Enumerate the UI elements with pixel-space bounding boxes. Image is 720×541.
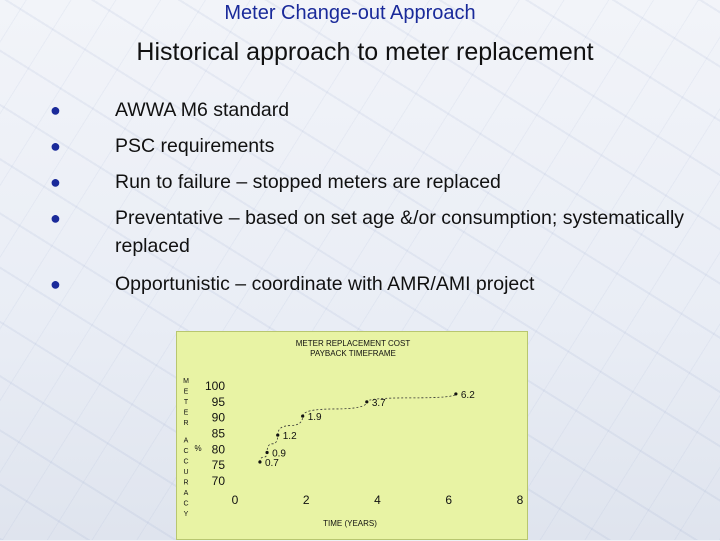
y-axis-label-letter: E [184,410,189,417]
drop-bullet-icon: ● [50,136,61,156]
bullet-text: AWWA M6 standard [115,99,290,121]
y-axis-label-letter: A [184,438,189,445]
y-axis-unit: % [194,444,201,453]
bullet-item: ● AWWA M6 standard [50,96,700,124]
trend-line [259,393,457,463]
drop-bullet-icon: ● [50,172,61,192]
payback-chart: METER REPLACEMENT COST PAYBACK TIMEFRAME M… [176,331,528,540]
y-tick-label: 70 [212,474,226,488]
data-label: 1.9 [308,412,322,423]
bullet-item: ● Run to failure – stopped meters are rep… [50,168,700,196]
drop-bullet-icon: ● [50,100,61,120]
data-label: 0.7 [265,458,279,469]
bullet-list: ● AWWA M6 standard ● PSC requirements ● Run… [50,96,700,306]
bullet-text: Preventative – based on set age &/or con… [115,207,685,257]
chart-title-line-1: METER REPLACEMENT COST [296,339,411,348]
x-tick-label: 6 [445,493,452,507]
data-label: 0.9 [272,449,286,460]
y-axis-label-letter: M [183,378,189,385]
chart-title-line-2: PAYBACK TIMEFRAME [310,349,396,358]
bullet-item: ● Preventative – based on set age &/or co… [50,204,700,260]
y-tick-label: 80 [212,442,226,456]
data-label: 1.2 [283,431,297,442]
x-axis-label: TIME (YEARS) [323,519,377,528]
y-axis-label-letter: Y [184,511,189,518]
slide-title: Historical approach to meter replacement [136,38,594,66]
data-point [454,392,458,396]
y-axis-label-letter: C [183,501,188,508]
data-point [301,414,305,418]
bullet-text: Opportunistic – coordinate with AMR/AMI … [115,273,535,295]
y-axis-label-letter: E [184,389,189,396]
drop-bullet-icon: ● [50,274,61,294]
data-point [276,433,280,437]
y-tick-label: 95 [212,395,226,409]
data-point [365,400,369,404]
y-axis-label-letter: U [183,469,188,476]
bullet-item: ● PSC requirements [50,132,700,160]
y-axis-label-letter: C [183,448,188,455]
data-label: 6.2 [461,390,475,401]
x-tick-label: 8 [517,493,524,507]
slide-header: Meter Change-out Approach [224,2,476,24]
y-axis-label-letter: R [183,480,188,487]
y-tick-label: 75 [212,458,226,472]
y-axis-label-letter: A [184,490,189,497]
x-tick-label: 2 [303,493,310,507]
y-axis-label-letter: R [183,420,188,427]
y-axis-label-letter: C [183,459,188,466]
y-axis-label-letter: T [184,399,189,406]
bullet-text: Run to failure – stopped meters are repl… [115,171,501,193]
data-point [258,460,262,464]
y-tick-label: 90 [212,411,226,425]
drop-bullet-icon: ● [50,208,61,228]
bullet-text: PSC requirements [115,135,275,157]
y-tick-label: 85 [212,427,226,441]
x-tick-label: 4 [374,493,381,507]
bullet-item: ● Opportunistic – coordinate with AMR/AMI… [50,270,700,298]
y-tick-label: 100 [205,379,225,393]
x-tick-label: 0 [232,493,239,507]
data-label: 3.7 [372,398,386,409]
data-point [265,450,269,455]
